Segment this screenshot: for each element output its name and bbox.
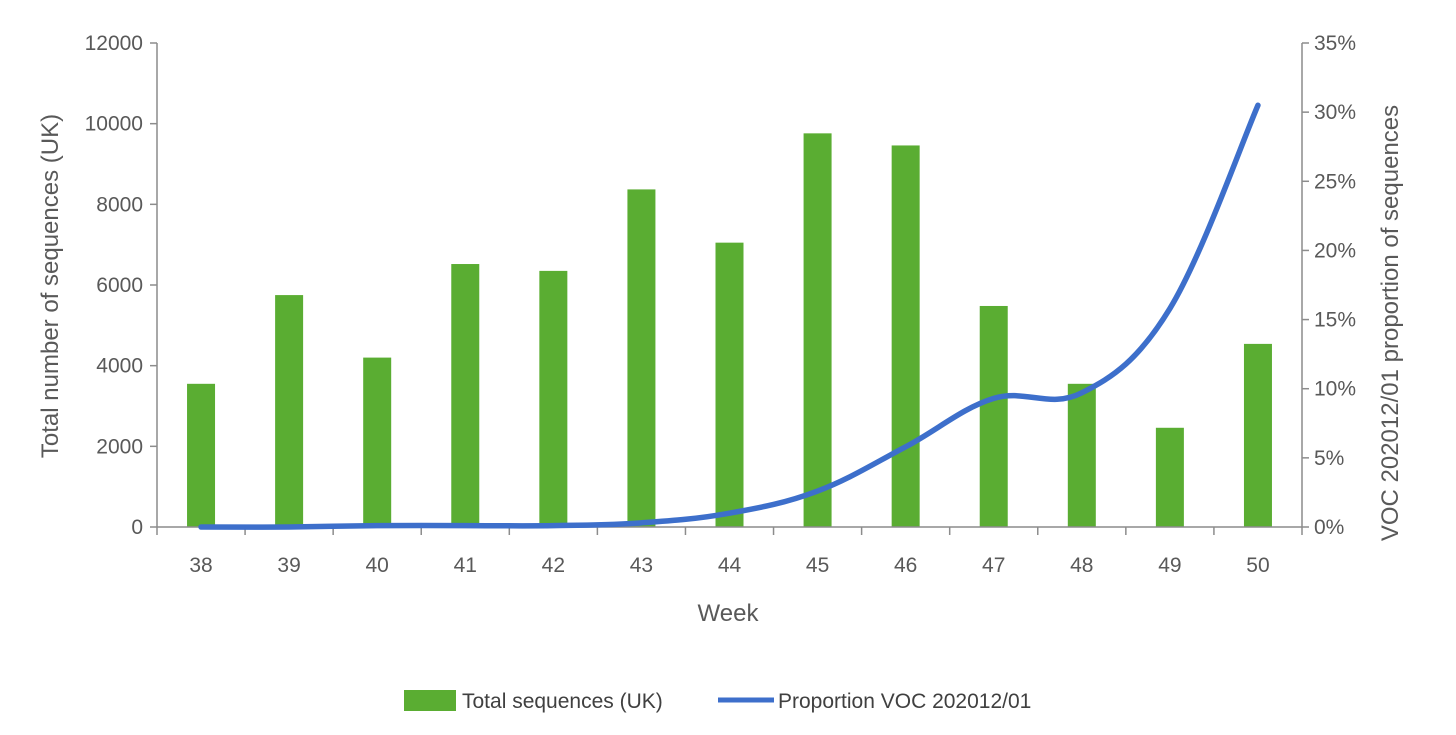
x-tick-label: 48 (1070, 554, 1093, 577)
x-tick-label: 47 (982, 554, 1005, 577)
y-tick-label: 4000 (96, 355, 143, 378)
y2-tick-label: 0% (1314, 516, 1344, 539)
y-tick-label: 2000 (96, 435, 143, 458)
y2-tick-label: 25% (1314, 170, 1356, 193)
x-tick-label: 50 (1246, 554, 1269, 577)
y-tick-label: 0 (131, 516, 143, 539)
x-tick-label: 38 (189, 554, 212, 577)
legend-swatch-bars (404, 690, 456, 711)
y2-tick-label: 20% (1314, 239, 1356, 262)
y2-tick-label: 5% (1314, 447, 1344, 470)
y-tick-label: 6000 (96, 274, 143, 297)
series-line-proportion (198, 102, 1261, 530)
bar-week-46 (891, 145, 920, 528)
x-tick-label: 39 (277, 554, 300, 577)
x-tick-label: 45 (806, 554, 829, 577)
y2-tick-label: 10% (1314, 378, 1356, 401)
bar-week-38 (187, 383, 216, 527)
legend-label-line: Proportion VOC 202012/01 (778, 690, 1031, 713)
bar-week-41 (451, 264, 480, 527)
line-layer (198, 102, 1261, 530)
bar-week-43 (627, 189, 656, 527)
x-tick-label: 41 (454, 554, 477, 577)
bar-week-50 (1243, 343, 1272, 527)
bar-week-49 (1155, 427, 1184, 527)
bar-week-42 (539, 270, 568, 527)
legend-label-bars: Total sequences (UK) (462, 690, 663, 713)
y2-axis-title: VOC 202012/01 proportion of sequences (1377, 105, 1404, 541)
x-axis-title: Week (698, 600, 760, 627)
bar-week-39 (275, 295, 304, 527)
y-tick-label: 8000 (96, 193, 143, 216)
bar-week-40 (363, 357, 392, 527)
bars-layer (187, 133, 1272, 528)
x-tick-label: 44 (718, 554, 742, 577)
bar-week-48 (1067, 383, 1096, 527)
x-tick-label: 49 (1158, 554, 1181, 577)
y2-tick-label: 35% (1314, 32, 1356, 55)
x-tick-label: 42 (542, 554, 565, 577)
y-tick-label: 12000 (85, 32, 143, 55)
y2-tick-label: 15% (1314, 309, 1356, 332)
x-tick-label: 40 (366, 554, 389, 577)
y-axis-title: Total number of sequences (UK) (37, 114, 64, 458)
y-tick-label: 10000 (85, 113, 143, 136)
bar-week-45 (803, 133, 832, 527)
bar-week-47 (979, 305, 1008, 527)
legend: Total sequences (UK) Proportion VOC 2020… (404, 690, 1031, 713)
bar-week-44 (715, 242, 744, 527)
axes-layer: 0 2000 4000 6000 8000 10000 12000 0% 5% 10% 15% 20%… (85, 32, 1356, 577)
x-tick-label: 46 (894, 554, 917, 577)
x-tick-label: 43 (630, 554, 653, 577)
y2-tick-label: 30% (1314, 101, 1356, 124)
